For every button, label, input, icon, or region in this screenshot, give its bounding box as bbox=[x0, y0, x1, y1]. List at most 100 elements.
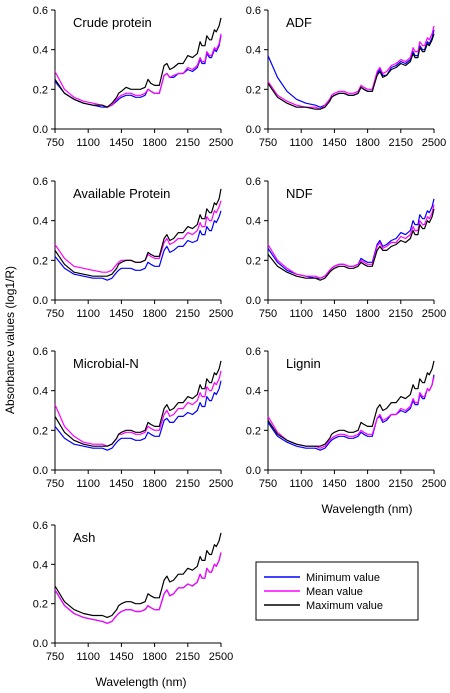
panel-ash-x-tick-label: 750 bbox=[46, 651, 64, 663]
legend-label-maximum: Maximum value bbox=[306, 600, 383, 612]
panel-ash-x-tick-label: 1100 bbox=[76, 651, 100, 663]
panel-lignin-series-mean-value bbox=[267, 376, 435, 449]
y-axis-label: Absorbance values (log1/R) bbox=[3, 266, 17, 414]
panel-lignin-series-minimum-value bbox=[267, 374, 435, 451]
panel-ash-y-tick-label: 0.0 bbox=[33, 638, 48, 650]
panel-crude-protein-x-tick-label: 1800 bbox=[142, 137, 166, 149]
panel-available-protein-title: Available Protein bbox=[73, 186, 170, 201]
panel-crude-protein-series-maximum-value bbox=[54, 17, 222, 108]
panel-available-protein-y-tick-label: 0.4 bbox=[33, 216, 48, 228]
panel-ash-series-minimum-value bbox=[54, 552, 222, 624]
panel-ndf-x-tick-label: 750 bbox=[259, 308, 277, 320]
panel-lignin-x-tick-label: 1450 bbox=[322, 478, 346, 490]
x-axis-label-right: Wavelength (nm) bbox=[322, 502, 413, 516]
panel-microbial-n-series-mean-value bbox=[54, 370, 222, 447]
panel-crude-protein-x-tick-label: 1450 bbox=[109, 137, 133, 149]
panel-crude-protein-y-tick-label: 0.2 bbox=[33, 84, 48, 96]
panel-ndf-x-tick-label: 2150 bbox=[389, 308, 413, 320]
panel-ash-x-tick-label: 1450 bbox=[109, 651, 133, 663]
panel-adf-title: ADF bbox=[286, 15, 312, 30]
panel-available-protein: 0.0 0.2 0.4 0.6 750 1100 1450 1800 2150 2500 Avail… bbox=[33, 176, 234, 320]
x-axis-label-bottom: Wavelength (nm) bbox=[96, 675, 187, 689]
panel-ndf-y-tick-label: 0.0 bbox=[246, 295, 261, 307]
panel-adf-x-tick-label: 1100 bbox=[289, 137, 313, 149]
panel-microbial-n-x-tick-label: 1450 bbox=[109, 478, 133, 490]
panel-ndf: 0.0 0.2 0.4 0.6 750 1100 1450 1800 2150 2500 NDF bbox=[246, 176, 447, 320]
panel-adf-x-tick-label: 1800 bbox=[355, 137, 379, 149]
panel-adf-y-tick-label: 0.4 bbox=[246, 45, 261, 57]
panel-microbial-n-y-tick-label: 0.2 bbox=[33, 425, 48, 437]
panel-ash: 0.0 0.2 0.4 0.6 750 1100 1450 1800 2150 2500 Ash bbox=[33, 520, 234, 663]
panel-adf-x-tick-label: 1450 bbox=[322, 137, 346, 149]
panel-microbial-n-title: Microbial-N bbox=[73, 356, 139, 371]
panel-crude-protein-x-tick-label: 2150 bbox=[176, 137, 200, 149]
chart-panels: 0.0 0.2 0.4 0.6 750 1100 1450 1800 2150 2500 Crude… bbox=[33, 5, 447, 663]
panel-lignin-x-tick-label: 1800 bbox=[355, 478, 379, 490]
panel-adf-y-tick-label: 0.0 bbox=[246, 124, 261, 136]
panel-lignin-series-maximum-value bbox=[267, 360, 435, 447]
panel-microbial-n-x-tick-label: 2500 bbox=[209, 478, 233, 490]
panel-microbial-n-x-tick-label: 2150 bbox=[176, 478, 200, 490]
panel-adf-x-tick-label: 750 bbox=[259, 137, 277, 149]
legend: Minimum value Mean value Maximum value bbox=[255, 561, 419, 621]
panel-ash-series-mean-value bbox=[54, 552, 222, 624]
panel-crude-protein-x-tick-label: 750 bbox=[46, 137, 64, 149]
panel-ash-y-tick-label: 0.2 bbox=[33, 599, 48, 611]
panel-adf-y-tick-label: 0.6 bbox=[246, 5, 261, 17]
panel-ndf-x-tick-label: 1100 bbox=[289, 308, 313, 320]
panel-ndf-y-tick-label: 0.4 bbox=[246, 216, 261, 228]
panel-ash-title: Ash bbox=[73, 530, 95, 545]
panel-adf: 0.0 0.2 0.4 0.6 750 1100 1450 1800 2150 2500 ADF bbox=[246, 5, 447, 149]
panel-adf-series-maximum-value bbox=[267, 33, 435, 110]
panel-available-protein-x-tick-label: 1450 bbox=[109, 308, 133, 320]
panel-crude-protein-y-tick-label: 0.0 bbox=[33, 124, 48, 136]
panel-available-protein-x-tick-label: 2150 bbox=[176, 308, 200, 320]
panel-lignin-x-tick-label: 750 bbox=[259, 478, 277, 490]
panel-available-protein-y-tick-label: 0.6 bbox=[33, 176, 48, 188]
panel-lignin-y-tick-label: 0.2 bbox=[246, 425, 261, 437]
panel-available-protein-y-tick-label: 0.2 bbox=[33, 255, 48, 267]
panel-ndf-x-tick-label: 1800 bbox=[355, 308, 379, 320]
panel-ndf-y-tick-label: 0.6 bbox=[246, 176, 261, 188]
panel-adf-x-tick-label: 2500 bbox=[422, 137, 446, 149]
panel-available-protein-x-tick-label: 750 bbox=[46, 308, 64, 320]
legend-label-minimum: Minimum value bbox=[306, 572, 380, 584]
panel-ash-x-tick-label: 2150 bbox=[176, 651, 200, 663]
panel-ndf-y-tick-label: 0.2 bbox=[246, 255, 261, 267]
panel-microbial-n-series-minimum-value bbox=[54, 380, 222, 451]
panel-microbial-n-x-tick-label: 750 bbox=[46, 478, 64, 490]
panel-ash-y-tick-label: 0.6 bbox=[33, 520, 48, 532]
panel-lignin: 0.0 0.2 0.4 0.6 750 1100 1450 1800 2150 2500 Ligni… bbox=[246, 346, 447, 490]
panel-available-protein-series-maximum-value bbox=[54, 188, 222, 277]
panel-available-protein-x-tick-label: 1800 bbox=[142, 308, 166, 320]
panel-crude-protein-x-tick-label: 2500 bbox=[209, 137, 233, 149]
panel-lignin-x-tick-label: 1100 bbox=[289, 478, 313, 490]
panel-available-protein-x-tick-label: 2500 bbox=[209, 308, 233, 320]
panel-lignin-y-tick-label: 0.4 bbox=[246, 386, 261, 398]
panel-microbial-n-y-tick-label: 0.4 bbox=[33, 386, 48, 398]
panel-ash-y-tick-label: 0.4 bbox=[33, 559, 48, 571]
panel-microbial-n-x-tick-label: 1800 bbox=[142, 478, 166, 490]
panel-ndf-title: NDF bbox=[286, 186, 313, 201]
panel-crude-protein-series-minimum-value bbox=[54, 35, 222, 108]
panel-adf-y-tick-label: 0.2 bbox=[246, 84, 261, 96]
panel-available-protein-series-mean-value bbox=[54, 200, 222, 273]
panel-ash-series-maximum-value bbox=[54, 532, 222, 619]
panel-crude-protein-y-tick-label: 0.4 bbox=[33, 45, 48, 57]
panel-microbial-n-series-maximum-value bbox=[54, 360, 222, 447]
legend-label-mean: Mean value bbox=[306, 586, 363, 598]
panel-ndf-x-tick-label: 1450 bbox=[322, 308, 346, 320]
panel-crude-protein-y-tick-label: 0.6 bbox=[33, 5, 48, 17]
panel-lignin-y-tick-label: 0.0 bbox=[246, 465, 261, 477]
panel-lignin-x-tick-label: 2500 bbox=[422, 478, 446, 490]
panel-lignin-x-tick-label: 2150 bbox=[389, 478, 413, 490]
panel-available-protein-x-tick-label: 1100 bbox=[76, 308, 100, 320]
panel-microbial-n-y-tick-label: 0.6 bbox=[33, 346, 48, 358]
panel-available-protein-series-minimum-value bbox=[54, 210, 222, 281]
panel-crude-protein-title: Crude protein bbox=[73, 15, 152, 30]
panel-ndf-series-mean-value bbox=[267, 204, 435, 279]
panel-crude-protein-series-mean-value bbox=[54, 33, 222, 108]
panel-microbial-n-y-tick-label: 0.0 bbox=[33, 465, 48, 477]
panel-microbial-n-x-tick-label: 1100 bbox=[76, 478, 100, 490]
